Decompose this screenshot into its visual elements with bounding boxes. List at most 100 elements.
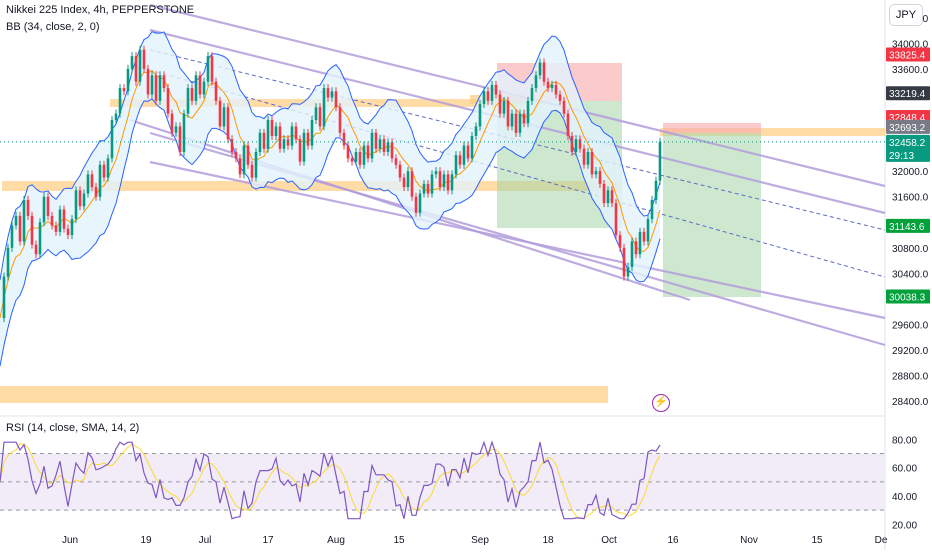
candle-body [546,81,550,89]
candle-body [298,139,302,162]
candle-body [650,199,654,220]
candle-body [174,126,178,133]
candle-body [522,113,526,124]
lightning-icon[interactable]: ⚡ [652,394,670,412]
candle-body [438,171,442,188]
candle-body [422,183,426,194]
candle-body [62,209,66,229]
candle-body [634,241,638,255]
candle-body [66,228,70,236]
candle-body [146,68,150,95]
candle-body [306,132,310,146]
candle-body [462,145,466,165]
candle-body [194,75,198,101]
price-label-text: 32848.4 [889,113,926,124]
candle-body [42,196,46,223]
bb-indicator-label[interactable]: BB (34, close, 2, 0) [6,21,100,33]
candle-body [646,219,650,242]
candle-body [566,113,570,137]
candle-body [494,84,498,95]
price-tick-label: 29600.0 [892,321,929,332]
candle-body [226,107,230,140]
candle-body [418,193,422,213]
price-tick-label: 28800.0 [892,372,929,383]
rsi-line [0,440,661,520]
candle-body [502,100,506,114]
sr-zone [660,128,885,136]
candle-body [138,49,142,82]
candle-body [286,139,290,146]
candle-body [578,139,582,149]
time-tick-label: Jun [62,535,78,546]
candle-body [314,107,318,121]
candle-body [642,231,646,242]
candle-body [446,174,450,191]
candle-body [614,203,618,236]
candle-body [434,171,438,175]
price-label-bg [886,86,930,101]
candle-body [586,151,590,165]
time-tick-label: Aug [327,535,345,546]
rsi-indicator-label[interactable]: RSI (14, close, SMA, 14, 2) [6,422,140,434]
rsi-tick-label: 80.00 [892,435,917,446]
time-tick-label: 15 [811,535,823,546]
candle-body [426,183,430,194]
candle-body [54,225,58,232]
candle-body [270,120,274,137]
channel-line [149,160,886,320]
time-tick-label: 17 [262,535,274,546]
candle-body [10,225,14,248]
candle-body [622,247,626,277]
candle-body [74,190,78,220]
candle-body [506,100,510,127]
candle-body [326,88,330,98]
candle-body [538,62,542,76]
candle-body [202,81,206,95]
candle-body [166,88,170,114]
candle-body [46,196,50,216]
candle-body [602,183,606,204]
candle-body [90,174,94,188]
price-tick-label: 30800.0 [892,244,929,255]
candle-body [366,145,370,159]
candle-body [330,91,334,98]
time-tick-label: 19 [140,535,152,546]
candle-body [342,132,346,146]
candle-body [454,155,458,175]
candle-body [626,267,630,277]
currency-button[interactable]: JPY [889,4,923,26]
candle-body [402,177,406,188]
candle-body [542,62,546,82]
candle-body [458,155,462,165]
price-label-text: 33825.4 [889,51,926,62]
price-label-bg [886,147,930,162]
candle-body [582,148,586,165]
candle-body [190,88,194,101]
candle-body [26,199,30,216]
candle-body [534,75,538,89]
candle-body [358,151,362,165]
candle-body [14,215,18,226]
candle-body [558,94,562,101]
candle-body [162,75,166,89]
candle-body [510,113,514,127]
price-label-bg [886,47,930,62]
price-tick-label: 29200.0 [892,346,929,357]
price-tick-label: 33600.0 [892,65,929,76]
candle-body [574,139,578,152]
bb-fill [0,31,660,367]
sr-zone [2,181,622,191]
time-tick-label: 15 [393,535,405,546]
price-label-text: 30038.3 [889,293,926,304]
candle-body [210,56,214,82]
time-tick-label: Oct [601,535,617,546]
candle-body [398,164,402,178]
candle-body [234,151,238,159]
candle-body [178,126,182,152]
candle-body [658,141,662,181]
rsi-tick-label: 40.00 [892,492,917,503]
candle-body [390,142,394,159]
price-label-text: 31143.6 [889,222,925,233]
